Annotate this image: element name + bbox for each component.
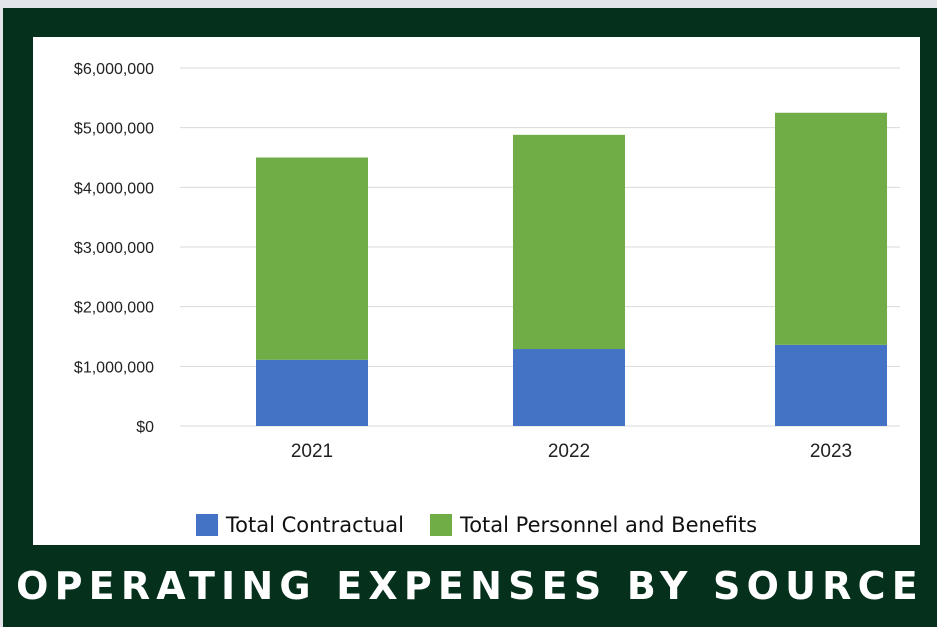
x-tick-label: 2021 [291, 441, 333, 462]
y-axis-ticks: $0 $1,000,000 $2,000,000 $3,000,000 $4,000,0… [74, 61, 154, 436]
bars [256, 112, 887, 426]
legend-item-contractual: Total Contractual [195, 513, 404, 537]
bar-personnel-2022 [513, 134, 625, 350]
bar-contractual-2023 [775, 344, 887, 426]
legend-label-personnel: Total Personnel and Benefits [459, 513, 758, 537]
bar-personnel-2021 [256, 157, 368, 360]
y-tick-label: $3,000,000 [74, 240, 154, 257]
y-tick-label: $0 [136, 419, 154, 436]
stacked-bar-chart: $0 $1,000,000 $2,000,000 $3,000,000 $4,000,0… [74, 61, 900, 462]
y-tick-label: $1,000,000 [74, 359, 154, 376]
chart-title: OPERATING EXPENSES BY SOURCE [16, 564, 924, 608]
x-tick-label: 2023 [810, 441, 852, 462]
legend-label-contractual: Total Contractual [225, 513, 404, 537]
bar-contractual-2022 [513, 349, 625, 426]
y-tick-label: $5,000,000 [74, 121, 154, 138]
bar-contractual-2021 [256, 359, 368, 426]
y-tick-label: $6,000,000 [74, 61, 154, 78]
x-tick-label: 2022 [548, 441, 590, 462]
legend-item-personnel: Total Personnel and Benefits [429, 513, 758, 537]
x-axis-ticks: 2021 2022 2023 [291, 441, 852, 462]
bar-personnel-2023 [775, 112, 887, 345]
legend-swatch-contractual [195, 514, 218, 536]
chart-frame: $0 $1,000,000 $2,000,000 $3,000,000 $4,000,0… [3, 8, 937, 627]
legend-swatch-personnel [429, 514, 452, 536]
y-tick-label: $4,000,000 [74, 180, 154, 197]
legend: Total Contractual Total Personnel and Be… [33, 513, 920, 537]
chart-panel: $0 $1,000,000 $2,000,000 $3,000,000 $4,000,0… [33, 37, 920, 545]
y-tick-label: $2,000,000 [74, 300, 154, 317]
